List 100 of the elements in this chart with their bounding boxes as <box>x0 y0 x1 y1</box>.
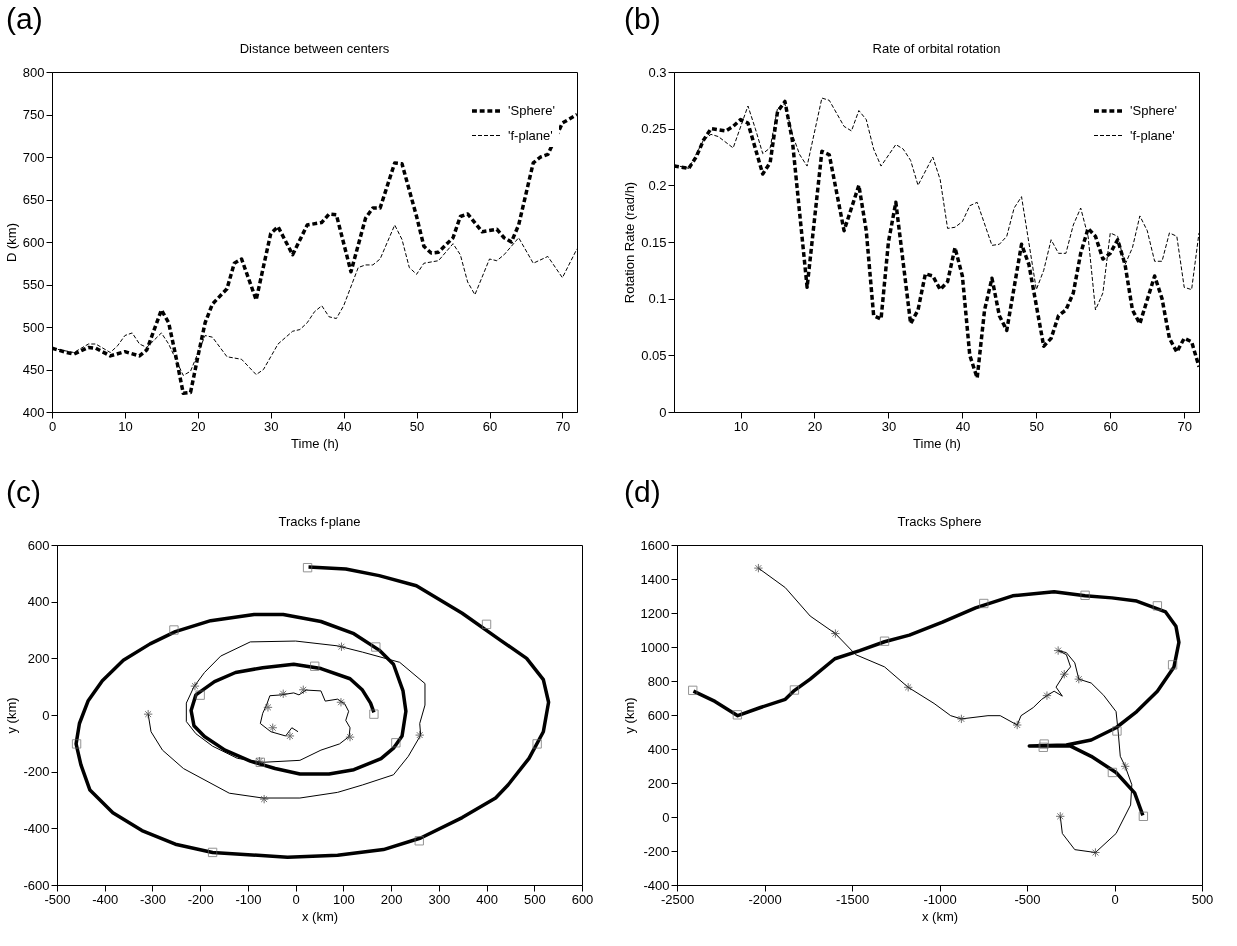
y-tick-label: 0.1 <box>648 291 667 307</box>
point <box>789 685 800 695</box>
y-axis-title: D (km) <box>3 223 19 262</box>
x-tick-label: -500 <box>44 891 71 907</box>
point <box>903 682 913 692</box>
y-tick-label: 600 <box>27 537 50 553</box>
x-tick-label: -200 <box>187 891 214 907</box>
point <box>688 685 698 696</box>
point <box>956 714 967 724</box>
point <box>1074 674 1084 684</box>
point <box>169 625 179 635</box>
y-tick-label: -400 <box>643 877 670 893</box>
point <box>1055 811 1065 821</box>
y-tick-label: 500 <box>22 319 45 335</box>
y-tick-label: -600 <box>23 877 50 893</box>
x-tick-label: -100 <box>235 891 262 907</box>
point <box>1012 720 1022 730</box>
point <box>1152 601 1163 611</box>
point <box>481 619 492 630</box>
x-tick-label: -1500 <box>835 891 870 907</box>
y-tick-label: 550 <box>22 277 45 292</box>
x-tick-label: -300 <box>139 891 166 907</box>
x-tick-label: -2500 <box>660 891 695 907</box>
x-tick-label: 50 <box>409 418 425 434</box>
y-tick-label: 1400 <box>640 571 670 587</box>
point <box>1080 590 1090 600</box>
x-tick-label: 10 <box>118 418 133 434</box>
y-tick-label: 400 <box>647 741 670 757</box>
x-tick-label: -400 <box>92 891 119 907</box>
point <box>345 732 355 742</box>
x-tick-label: 10 <box>733 418 749 434</box>
x-tick-label: 40 <box>336 418 352 434</box>
x-tick-label: 0 <box>292 891 300 907</box>
x-tick-label: 300 <box>428 891 451 907</box>
y-tick-label: 400 <box>27 594 50 610</box>
point <box>336 642 347 652</box>
point <box>1042 690 1052 701</box>
point <box>285 731 295 741</box>
point <box>302 562 313 573</box>
text: (a) <box>6 2 43 36</box>
y-tick-label: 0 <box>659 404 667 420</box>
y-tick-label: 0.15 <box>641 234 667 250</box>
point <box>263 702 273 713</box>
y-tick-label: 800 <box>647 673 670 689</box>
y-tick-label: 400 <box>22 404 45 420</box>
text: (d) <box>624 475 661 509</box>
point <box>310 661 320 671</box>
y-tick-label: 200 <box>27 650 50 666</box>
point <box>195 690 205 700</box>
point <box>1090 847 1101 858</box>
point <box>532 739 542 749</box>
point <box>879 636 890 646</box>
x-tick-label: 600 <box>571 891 594 907</box>
point <box>830 628 841 639</box>
x-tick-label: 500 <box>523 891 546 907</box>
point <box>268 723 278 733</box>
point <box>143 709 153 719</box>
text: (c) <box>6 475 41 509</box>
chart-title: Distance between centers <box>239 41 390 56</box>
point <box>1120 761 1130 772</box>
point <box>1107 767 1118 778</box>
x-tick-label: 30 <box>264 418 279 434</box>
point <box>190 681 200 691</box>
y-tick-label: 650 <box>22 192 45 207</box>
x-axis-title: x (km) <box>301 908 339 924</box>
y-tick-label: 0 <box>662 809 670 825</box>
chart-title: Tracks f-plane <box>278 514 361 529</box>
point <box>979 598 989 609</box>
x-tick-label: 60 <box>482 418 498 434</box>
point <box>415 730 425 740</box>
x-axis-title: x (km) <box>921 908 959 924</box>
y-axis-title: y (km) <box>621 697 637 734</box>
y-tick-label: 450 <box>22 362 45 377</box>
x-tick-label: 30 <box>881 418 897 434</box>
y-tick-label: 0.05 <box>641 347 667 363</box>
y-tick-label: 0.25 <box>641 121 667 137</box>
legend-label: 'Sphere' <box>1130 103 1177 118</box>
y-tick-label: 0.3 <box>648 64 667 80</box>
x-tick-label: 0 <box>1111 891 1119 907</box>
point <box>753 563 764 573</box>
point <box>369 709 379 719</box>
legend-label: 'f-plane' <box>508 127 553 143</box>
x-tick-label: 20 <box>191 418 206 434</box>
x-tick-label: 500 <box>1191 891 1214 907</box>
y-tick-label: 800 <box>22 64 45 80</box>
point <box>1112 726 1122 736</box>
x-tick-label: 400 <box>476 891 498 907</box>
y-tick-label: 200 <box>647 775 670 791</box>
point <box>278 689 288 699</box>
y-tick-label: 0.2 <box>648 177 667 193</box>
y-tick-label: 600 <box>647 707 670 723</box>
y-axis-title: y (km) <box>4 697 20 734</box>
x-tick-label: 40 <box>955 418 971 434</box>
x-tick-label: 70 <box>555 418 571 434</box>
y-tick-label: 700 <box>22 149 45 165</box>
y-tick-label: 1200 <box>640 605 670 621</box>
point <box>1167 660 1178 670</box>
x-axis-title: Time (h) <box>291 435 339 451</box>
x-tick-label: 100 <box>333 891 355 907</box>
y-tick-label: 1600 <box>640 537 670 553</box>
